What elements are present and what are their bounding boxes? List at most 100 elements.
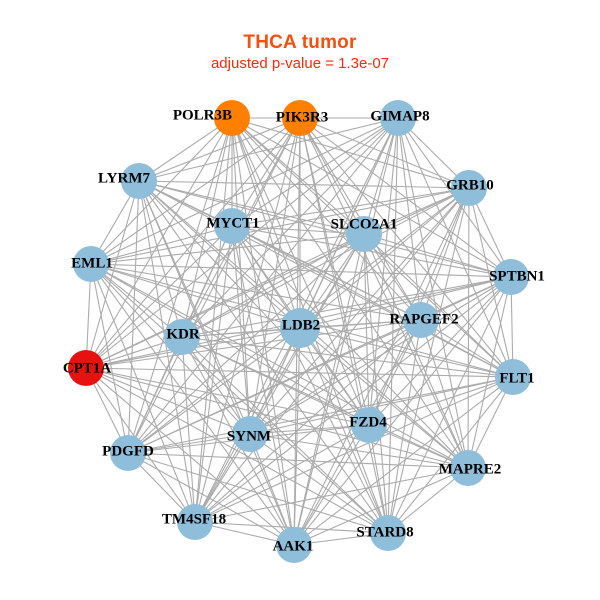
network-edge bbox=[231, 117, 399, 227]
network-edge bbox=[249, 433, 295, 546]
network-edge bbox=[467, 187, 470, 469]
network-node-synm[interactable] bbox=[232, 416, 268, 452]
network-edge bbox=[90, 117, 233, 265]
network-edge bbox=[293, 467, 469, 546]
network-edge bbox=[420, 187, 470, 321]
network-edge bbox=[249, 376, 514, 435]
network-edge bbox=[231, 117, 365, 235]
network-edge bbox=[231, 225, 514, 378]
network-node-myct1[interactable] bbox=[214, 208, 250, 244]
network-node-cpt1a[interactable] bbox=[68, 350, 104, 386]
network-edge bbox=[181, 336, 469, 469]
network-edge bbox=[138, 117, 233, 182]
network-edge bbox=[90, 263, 196, 523]
network-node-polr3b[interactable] bbox=[214, 100, 250, 136]
network-node-mapre2[interactable] bbox=[450, 450, 486, 486]
network-edge bbox=[293, 327, 301, 546]
network-node-kdr[interactable] bbox=[164, 319, 200, 355]
network-edge bbox=[299, 117, 514, 378]
network-edge bbox=[90, 225, 233, 265]
network-edge bbox=[90, 263, 422, 321]
network-edge bbox=[181, 336, 251, 435]
network-edge bbox=[420, 319, 514, 378]
network-edge bbox=[90, 263, 512, 278]
network-node-ldb2[interactable] bbox=[280, 308, 320, 348]
network-edge bbox=[127, 452, 469, 469]
network-edge bbox=[85, 180, 140, 369]
network-node-pik3r3[interactable] bbox=[282, 100, 318, 136]
network-node-pdgfd[interactable] bbox=[110, 435, 146, 471]
network-edge bbox=[299, 327, 514, 378]
network-edge bbox=[299, 327, 469, 469]
network-edge bbox=[127, 336, 183, 454]
network-edge bbox=[85, 187, 470, 369]
network-edge bbox=[249, 187, 470, 435]
network-edge bbox=[293, 117, 399, 546]
network-edge bbox=[85, 233, 365, 369]
network-edge bbox=[299, 117, 470, 189]
network-edge bbox=[387, 117, 399, 534]
network-edge bbox=[127, 452, 295, 546]
network-node-aak1[interactable] bbox=[276, 527, 312, 563]
network-edge bbox=[90, 263, 129, 454]
network-edge bbox=[181, 336, 196, 523]
network-edge bbox=[127, 433, 251, 454]
network-edge bbox=[85, 367, 514, 378]
network-edge bbox=[85, 367, 370, 426]
network-edge bbox=[127, 117, 399, 454]
network-edge bbox=[249, 433, 469, 469]
network-node-rapgef2[interactable] bbox=[403, 302, 439, 338]
network-edge bbox=[138, 180, 470, 189]
network-edge bbox=[231, 225, 389, 534]
network-edge bbox=[194, 117, 301, 523]
network-node-grb10[interactable] bbox=[451, 170, 487, 206]
network-edge bbox=[249, 117, 301, 435]
network-edge bbox=[231, 225, 365, 235]
network-edge bbox=[231, 117, 251, 435]
network-edge bbox=[387, 187, 470, 534]
network-edge bbox=[181, 117, 399, 338]
network-node-fzd4[interactable] bbox=[351, 407, 387, 443]
network-edge bbox=[368, 376, 514, 426]
network-edge bbox=[127, 233, 365, 454]
network-edge bbox=[293, 187, 470, 546]
network-edge bbox=[363, 233, 512, 278]
network-edge bbox=[231, 187, 470, 227]
network-node-slco2a1[interactable] bbox=[346, 216, 382, 252]
network-edge bbox=[181, 233, 365, 338]
network-edge bbox=[85, 117, 399, 369]
network-edge bbox=[85, 367, 251, 435]
network-edge bbox=[90, 187, 470, 265]
network-edge bbox=[181, 336, 514, 378]
network-edge bbox=[231, 117, 469, 469]
network-edge bbox=[138, 180, 514, 378]
network-node-flt1[interactable] bbox=[495, 359, 531, 395]
network-edge bbox=[467, 276, 512, 469]
network-node-tm4sf18[interactable] bbox=[177, 504, 213, 540]
network-edge bbox=[138, 180, 196, 523]
network-edge bbox=[138, 180, 512, 278]
network-node-eml1[interactable] bbox=[73, 246, 109, 282]
network-edge bbox=[138, 180, 365, 235]
network-node-stard8[interactable] bbox=[370, 515, 406, 551]
network-node-sptbn1[interactable] bbox=[493, 259, 529, 295]
network-edge bbox=[90, 263, 370, 426]
network-edge bbox=[138, 117, 399, 182]
network-edge bbox=[127, 117, 301, 454]
network-edge bbox=[194, 467, 469, 523]
network-edge bbox=[90, 117, 301, 265]
network-edge bbox=[368, 424, 389, 534]
network-edge bbox=[194, 233, 365, 523]
network-edge bbox=[127, 319, 422, 454]
network-node-lyrm7[interactable] bbox=[121, 163, 157, 199]
network-node-gimap8[interactable] bbox=[380, 100, 416, 136]
network-edge bbox=[138, 180, 295, 546]
network-edge bbox=[293, 424, 370, 546]
node-layer bbox=[68, 100, 531, 563]
network-edge bbox=[293, 276, 512, 546]
network-edge bbox=[231, 225, 422, 321]
network-edge bbox=[90, 263, 183, 338]
network-edge bbox=[231, 225, 469, 469]
